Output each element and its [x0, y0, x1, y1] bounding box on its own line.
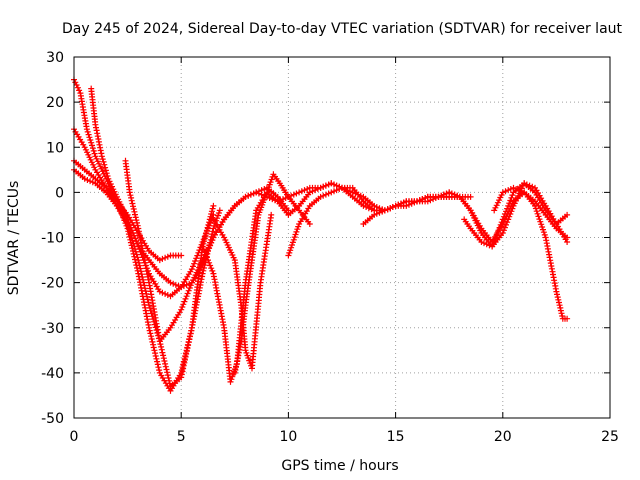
series-point-markers [491, 184, 571, 322]
y-tick-label: 0 [55, 185, 64, 201]
series-track-line [493, 187, 568, 320]
x-tick-label: 25 [601, 429, 619, 445]
series-layer [71, 76, 571, 394]
y-tick-label: 30 [46, 50, 64, 66]
series-track-m [491, 184, 571, 322]
y-tick-label: -50 [41, 411, 64, 427]
tick-label-layer: 0 5 10 15 20 25 -50 -40 -30 -20 -10 0 10 20 30 [41, 50, 619, 445]
series-track-i [231, 171, 313, 376]
x-tick-label: 5 [177, 429, 186, 445]
series-track-l [461, 180, 571, 250]
grid-layer [74, 57, 610, 418]
x-tick-label: 10 [279, 429, 297, 445]
x-tick-label: 20 [494, 429, 512, 445]
y-tick-label: -40 [41, 366, 64, 382]
y-tick-label: -10 [41, 231, 64, 247]
y-tick-label: -30 [41, 321, 64, 337]
y-tick-label: 20 [46, 95, 64, 111]
x-tick-label: 0 [70, 429, 79, 445]
y-tick-label: -20 [41, 276, 64, 292]
y-tick-label: 10 [46, 140, 64, 156]
chart-title: Day 245 of 2024, Sidereal Day-to-day VTE… [62, 21, 623, 37]
tick-layer [73, 56, 611, 419]
x-tick-label: 15 [387, 429, 405, 445]
y-axis-label: SDTVAR / TECUs [6, 181, 22, 296]
series-point-markers [231, 171, 313, 376]
x-axis-label: GPS time / hours [281, 458, 398, 474]
